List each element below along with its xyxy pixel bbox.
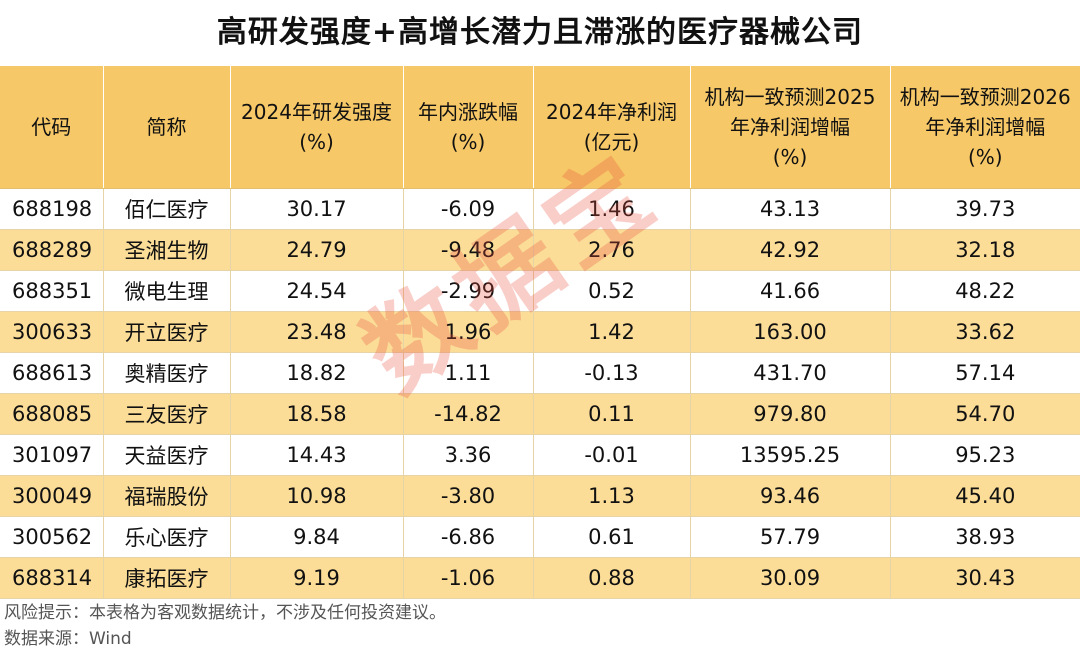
table-row: 688085 三友医疗 18.58 -14.82 0.11 979.80 54.70 (0, 393, 1080, 435)
value-cell: 95.23 (890, 434, 1080, 476)
value-cell: 54.70 (890, 393, 1080, 435)
value-cell: -0.13 (533, 352, 691, 394)
value-cell: 18.82 (230, 352, 404, 394)
value-cell: -3.80 (403, 475, 534, 517)
column-header: 机构一致预测2025 年净利润增幅 (%) (690, 66, 891, 189)
value-cell: -1.06 (403, 557, 534, 599)
stock-code-cell: 300562 (0, 516, 104, 558)
value-cell: 0.61 (533, 516, 691, 558)
page-title: 高研发强度+高增长潜力且滞涨的医疗器械公司 (216, 15, 864, 50)
column-header: 简称 (103, 66, 231, 189)
value-cell: 431.70 (690, 352, 891, 394)
value-cell: 979.80 (690, 393, 891, 435)
value-cell: 2.76 (533, 229, 691, 271)
table-body: 688198 佰仁医疗 30.17 -6.09 1.46 43.13 39.73 688289… (0, 188, 1080, 599)
value-cell: 13595.25 (690, 434, 891, 476)
value-cell: 39.73 (890, 188, 1080, 230)
stock-name-cell: 福瑞股份 (103, 475, 231, 517)
value-cell: 41.66 (690, 270, 891, 312)
data-table: 代码 简称 2024年研发强度 (%) 年内涨跌幅 (%) 2024年净利润 (亿元)… (0, 66, 1080, 599)
table-row: 300633 开立医疗 23.48 1.96 1.42 163.00 33.62 (0, 311, 1080, 353)
stock-code-cell: 301097 (0, 434, 104, 476)
stock-name-cell: 天益医疗 (103, 434, 231, 476)
value-cell: -2.99 (403, 270, 534, 312)
table-row: 688289 圣湘生物 24.79 -9.48 2.76 42.92 32.18 (0, 229, 1080, 271)
value-cell: 9.84 (230, 516, 404, 558)
value-cell: 42.92 (690, 229, 891, 271)
column-header: 2024年净利润 (亿元) (533, 66, 691, 189)
value-cell: 0.88 (533, 557, 691, 599)
column-header: 2024年研发强度 (%) (230, 66, 404, 189)
stock-code-cell: 688613 (0, 352, 104, 394)
value-cell: -6.86 (403, 516, 534, 558)
stock-name-cell: 圣湘生物 (103, 229, 231, 271)
table-row: 688351 微电生理 24.54 -2.99 0.52 41.66 48.22 (0, 270, 1080, 312)
value-cell: 1.46 (533, 188, 691, 230)
stock-code-cell: 688198 (0, 188, 104, 230)
table-row: 688613 奥精医疗 18.82 1.11 -0.13 431.70 57.14 (0, 352, 1080, 394)
value-cell: 30.43 (890, 557, 1080, 599)
value-cell: 0.11 (533, 393, 691, 435)
value-cell: 163.00 (690, 311, 891, 353)
value-cell: 9.19 (230, 557, 404, 599)
stock-name-cell: 三友医疗 (103, 393, 231, 435)
column-header: 年内涨跌幅 (%) (403, 66, 534, 189)
table-row: 300562 乐心医疗 9.84 -6.86 0.61 57.79 38.93 (0, 516, 1080, 558)
table-row: 301097 天益医疗 14.43 3.36 -0.01 13595.25 95.23 (0, 434, 1080, 476)
stock-name-cell: 微电生理 (103, 270, 231, 312)
stock-code-cell: 688289 (0, 229, 104, 271)
value-cell: -0.01 (533, 434, 691, 476)
table-row: 688314 康拓医疗 9.19 -1.06 0.88 30.09 30.43 (0, 557, 1080, 599)
value-cell: 32.18 (890, 229, 1080, 271)
table-row: 688198 佰仁医疗 30.17 -6.09 1.46 43.13 39.73 (0, 188, 1080, 230)
value-cell: -6.09 (403, 188, 534, 230)
value-cell: -9.48 (403, 229, 534, 271)
stock-name-cell: 康拓医疗 (103, 557, 231, 599)
value-cell: 1.42 (533, 311, 691, 353)
stock-code-cell: 300633 (0, 311, 104, 353)
value-cell: 48.22 (890, 270, 1080, 312)
stock-name-cell: 佰仁医疗 (103, 188, 231, 230)
value-cell: 0.52 (533, 270, 691, 312)
value-cell: 57.14 (890, 352, 1080, 394)
value-cell: 1.13 (533, 475, 691, 517)
stock-name-cell: 乐心医疗 (103, 516, 231, 558)
stock-code-cell: 688085 (0, 393, 104, 435)
risk-note: 风险提示：本表格为客观数据统计，不涉及任何投资建议。 (4, 603, 446, 623)
stock-code-cell: 688314 (0, 557, 104, 599)
column-header: 机构一致预测2026 年净利润增幅 (%) (890, 66, 1080, 189)
value-cell: 33.62 (890, 311, 1080, 353)
value-cell: 45.40 (890, 475, 1080, 517)
value-cell: 57.79 (690, 516, 891, 558)
value-cell: 30.09 (690, 557, 891, 599)
value-cell: 3.36 (403, 434, 534, 476)
column-header: 代码 (0, 66, 104, 189)
table-row: 300049 福瑞股份 10.98 -3.80 1.13 93.46 45.40 (0, 475, 1080, 517)
value-cell: 18.58 (230, 393, 404, 435)
value-cell: 1.11 (403, 352, 534, 394)
value-cell: 14.43 (230, 434, 404, 476)
value-cell: 24.79 (230, 229, 404, 271)
value-cell: 10.98 (230, 475, 404, 517)
value-cell: 43.13 (690, 188, 891, 230)
stock-name-cell: 开立医疗 (103, 311, 231, 353)
value-cell: 30.17 (230, 188, 404, 230)
stock-code-cell: 300049 (0, 475, 104, 517)
value-cell: 38.93 (890, 516, 1080, 558)
stock-code-cell: 688351 (0, 270, 104, 312)
value-cell: -14.82 (403, 393, 534, 435)
value-cell: 24.54 (230, 270, 404, 312)
value-cell: 1.96 (403, 311, 534, 353)
value-cell: 93.46 (690, 475, 891, 517)
data-source: 数据来源：Wind (4, 629, 132, 649)
header-row: 代码 简称 2024年研发强度 (%) 年内涨跌幅 (%) 2024年净利润 (亿元)… (0, 66, 1080, 189)
value-cell: 23.48 (230, 311, 404, 353)
stock-name-cell: 奥精医疗 (103, 352, 231, 394)
